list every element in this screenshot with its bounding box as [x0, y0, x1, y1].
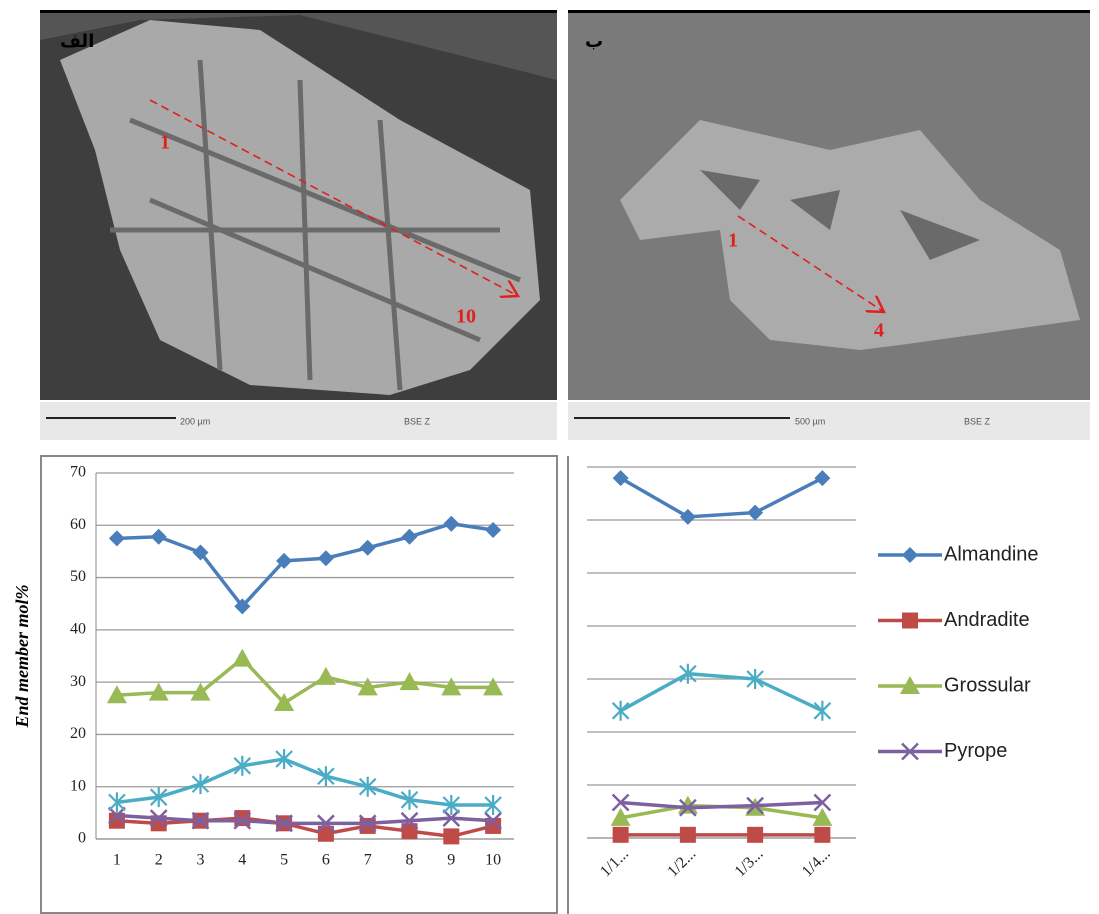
detector-text: BSE Z	[404, 416, 431, 426]
marker	[747, 827, 763, 843]
image-border	[40, 10, 557, 13]
y-tick-label: 10	[70, 777, 86, 794]
marker	[902, 547, 918, 563]
panel-tag: ب	[585, 31, 603, 52]
marker	[360, 818, 376, 834]
y-tick-label: 50	[70, 568, 86, 585]
marker	[814, 701, 830, 721]
marker	[485, 522, 501, 538]
y-tick-label: 0	[78, 830, 86, 847]
x-tick-label: 9	[447, 852, 455, 869]
marker	[234, 810, 250, 826]
marker	[402, 529, 418, 545]
marker	[613, 701, 629, 721]
legend-label: Andradite	[944, 609, 1030, 631]
chart-frame	[41, 456, 557, 913]
x-tick-label: 5	[280, 852, 288, 869]
marker	[814, 470, 830, 486]
x-tick-label: 1	[113, 852, 121, 869]
series-line	[117, 659, 493, 703]
marker	[680, 827, 696, 843]
scale-text: 500 µm	[795, 416, 825, 426]
y-tick-label: 30	[70, 673, 86, 690]
x-tick-label: 6	[322, 852, 330, 869]
x-tick-label: 8	[406, 852, 414, 869]
marker	[902, 613, 918, 629]
marker	[814, 827, 830, 843]
scale-strip	[568, 402, 1090, 440]
scale-strip	[40, 402, 557, 440]
x-tick-label: 1/3...	[732, 845, 767, 880]
x-tick-label: 1/1...	[597, 845, 632, 880]
sem-image-a: الف 1 10 200 µm BSE Z	[40, 10, 557, 440]
x-tick-label: 4	[238, 852, 246, 869]
figure: الف 1 10 200 µm BSE Z ب 1 4 500 µm BSE Z…	[0, 0, 1099, 914]
series-line	[621, 802, 823, 807]
x-tick-label: 1/4...	[799, 845, 834, 880]
sem-image-b: ب 1 4 500 µm BSE Z	[568, 10, 1090, 440]
marker	[443, 828, 459, 844]
y-tick-label: 40	[70, 621, 86, 638]
x-tick-label: 1/2...	[664, 845, 699, 880]
marker	[316, 667, 336, 685]
y-tick-label: 60	[70, 516, 86, 533]
end-label: 4	[874, 320, 884, 342]
start-label: 1	[160, 132, 170, 154]
marker	[109, 530, 125, 546]
marker	[443, 516, 459, 532]
marker	[613, 827, 629, 843]
x-tick-label: 7	[364, 852, 372, 869]
end-label: 10	[456, 306, 476, 328]
marker	[360, 540, 376, 556]
x-tick-label: 2	[155, 852, 163, 869]
image-border	[568, 10, 1090, 13]
series-line	[117, 524, 493, 607]
y-tick-label: 70	[70, 464, 86, 481]
series-line	[621, 478, 823, 517]
y-axis-label: End member mol%	[12, 584, 32, 728]
marker	[747, 505, 763, 521]
x-tick-label: 10	[485, 852, 501, 869]
marker	[318, 550, 334, 566]
marker	[151, 529, 167, 545]
detector-text: BSE Z	[964, 416, 991, 426]
marker	[613, 470, 629, 486]
panel-tag: الف	[60, 31, 94, 52]
legend-label: Grossular	[944, 674, 1031, 696]
marker	[400, 672, 420, 690]
series-line	[117, 759, 493, 805]
series-line	[117, 818, 493, 836]
marker	[232, 649, 252, 667]
scale-text: 200 µm	[180, 416, 210, 426]
y-tick-label: 20	[70, 725, 86, 742]
legend-label: Almandine	[944, 543, 1039, 565]
marker	[680, 509, 696, 525]
x-tick-label: 3	[197, 852, 205, 869]
legend-label: Pyrope	[944, 740, 1007, 762]
start-label: 1	[728, 230, 738, 252]
